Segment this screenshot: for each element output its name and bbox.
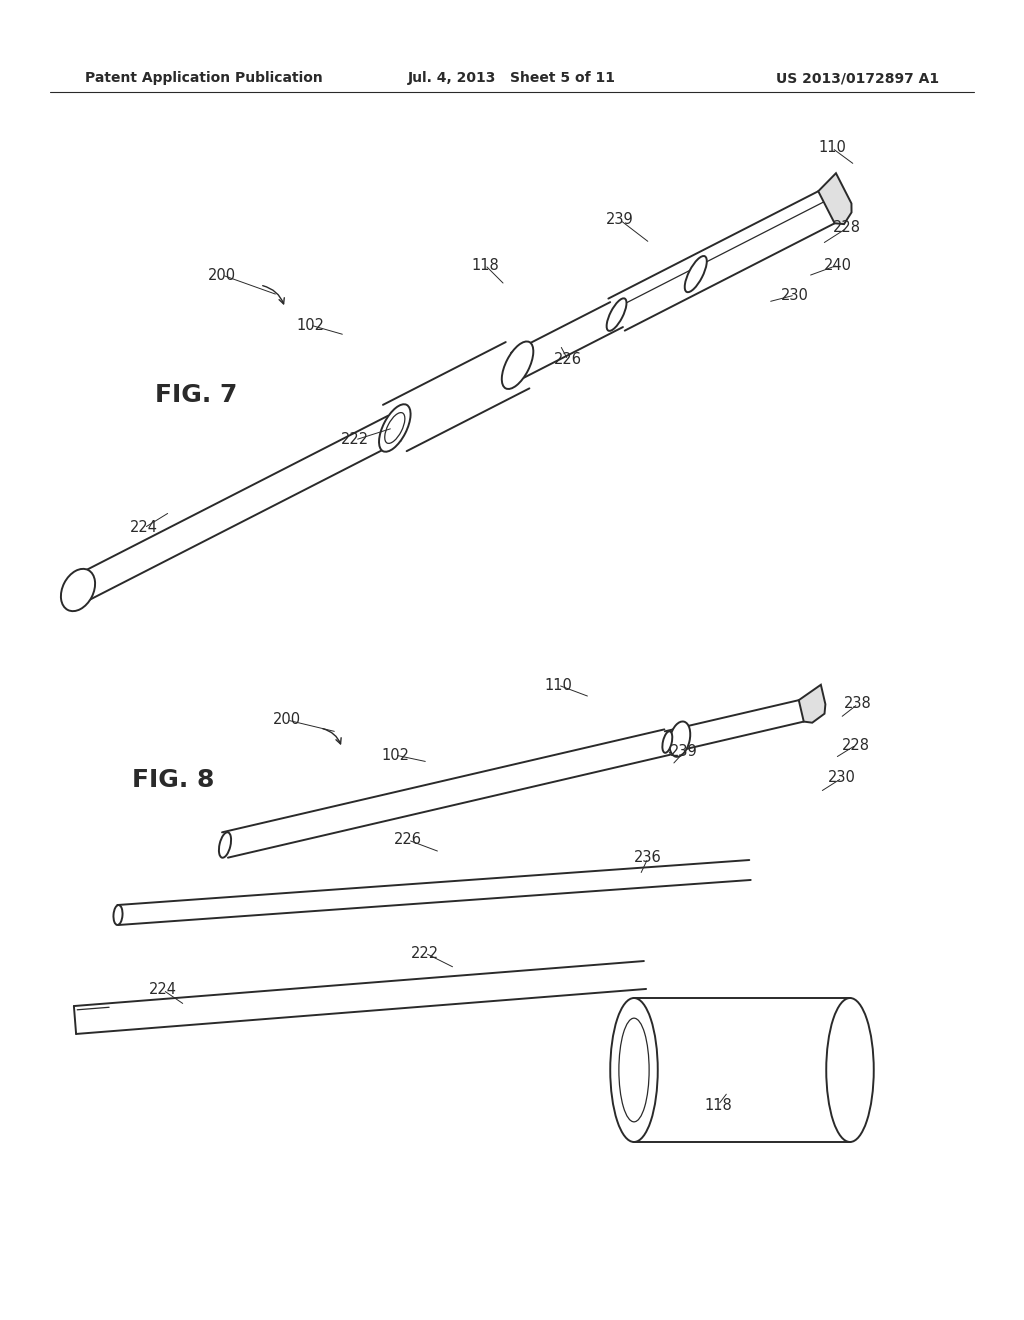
Polygon shape (608, 191, 835, 330)
Ellipse shape (606, 298, 627, 331)
Text: Jul. 4, 2013   Sheet 5 of 11: Jul. 4, 2013 Sheet 5 of 11 (408, 71, 616, 84)
Ellipse shape (60, 569, 95, 611)
Text: 110: 110 (544, 677, 572, 693)
Ellipse shape (379, 404, 411, 451)
Text: US 2013/0172897 A1: US 2013/0172897 A1 (776, 71, 939, 84)
Ellipse shape (663, 731, 673, 752)
Text: 239: 239 (670, 744, 698, 759)
Text: FIG. 8: FIG. 8 (132, 768, 214, 792)
Polygon shape (665, 700, 804, 752)
Text: FIG. 7: FIG. 7 (155, 383, 238, 407)
Text: 230: 230 (781, 288, 809, 302)
Text: 228: 228 (833, 220, 861, 235)
Ellipse shape (502, 342, 534, 389)
Ellipse shape (826, 998, 873, 1142)
Text: 226: 226 (394, 833, 422, 847)
Ellipse shape (219, 833, 231, 858)
Polygon shape (118, 861, 751, 925)
Text: 222: 222 (411, 945, 439, 961)
Text: 228: 228 (842, 738, 870, 752)
Text: Patent Application Publication: Patent Application Publication (85, 71, 323, 84)
Polygon shape (74, 961, 646, 1034)
Ellipse shape (610, 998, 657, 1142)
Ellipse shape (670, 722, 690, 756)
Text: 102: 102 (381, 747, 409, 763)
Polygon shape (818, 173, 852, 224)
Ellipse shape (114, 906, 123, 925)
Text: 222: 222 (341, 433, 369, 447)
Text: 118: 118 (471, 257, 499, 272)
Polygon shape (799, 685, 825, 722)
Ellipse shape (685, 256, 707, 292)
Text: 230: 230 (828, 771, 856, 785)
Polygon shape (511, 302, 623, 378)
Text: 224: 224 (150, 982, 177, 998)
Text: 239: 239 (606, 213, 634, 227)
Polygon shape (72, 416, 401, 602)
Text: 200: 200 (273, 713, 301, 727)
Text: 118: 118 (705, 1097, 732, 1113)
Text: 238: 238 (844, 697, 871, 711)
Text: 226: 226 (554, 352, 582, 367)
Text: 102: 102 (296, 318, 324, 333)
Polygon shape (222, 730, 671, 858)
Polygon shape (634, 998, 850, 1142)
Polygon shape (383, 342, 529, 451)
Text: 200: 200 (208, 268, 237, 282)
Text: 236: 236 (634, 850, 662, 866)
Text: 240: 240 (824, 257, 852, 272)
Text: 110: 110 (818, 140, 846, 156)
Text: 224: 224 (130, 520, 158, 536)
